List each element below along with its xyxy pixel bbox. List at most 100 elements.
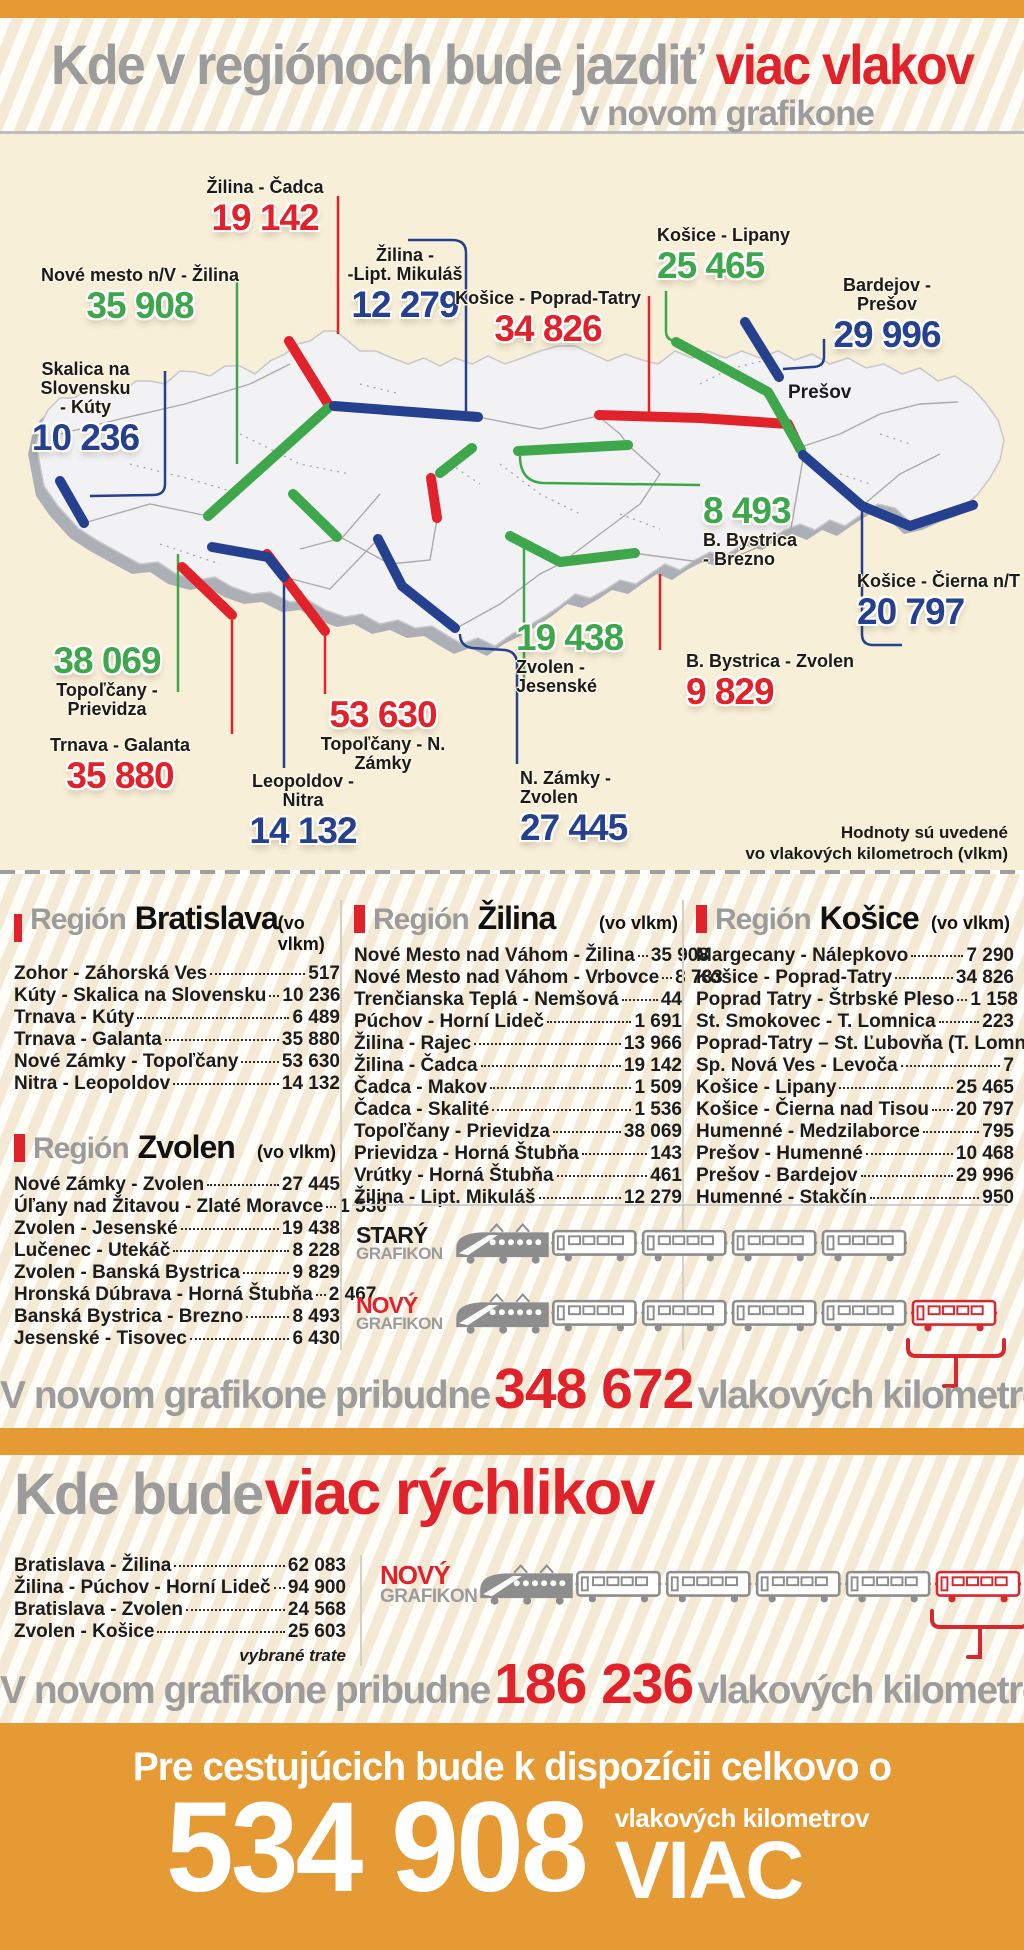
red-bar-icon [696, 904, 707, 933]
route-row: Prešov - Bardejov 29 996 [696, 1165, 1014, 1186]
route-row: Nitra - Leopoldov 14 132 [14, 1073, 340, 1094]
dotted-leader [581, 1153, 648, 1155]
dotted-leader [870, 1197, 980, 1199]
column-bratislava-zvolen: Región Bratislava (vo vlkm) Zohor - Záhors… [14, 900, 387, 1350]
route-row: Sp. Nová Ves - Levoča 7 [696, 1055, 1014, 1076]
map-label-leopoldov-nitra: Leopoldov - Nitra 14 132 [249, 771, 357, 851]
route-row: Žilina - Rajec 13 966 [354, 1033, 682, 1054]
dotted-leader [637, 955, 648, 957]
route-row: Lučenec - Utekáč 8 228 [14, 1240, 340, 1261]
horizontal-rule [352, 1204, 1008, 1206]
dotted-leader [938, 1021, 980, 1023]
route-row: St. Smokovec - T. Lomnica 223 [696, 1011, 1014, 1032]
summary-added-vlkm-express: V novom grafikone pribudne 186 236 vlako… [0, 1652, 1024, 1716]
green-routes [203, 337, 806, 567]
header: Kde v regiónoch bude jazdiť viac vlakov … [0, 18, 1024, 134]
dotted-leader [189, 1338, 290, 1340]
added-wagon-bracket [906, 1338, 1006, 1388]
route-row: Zvolen - Jesenské 19 438 [14, 1218, 340, 1239]
dotted-leader [157, 1631, 285, 1633]
column-zilina: Región Žilina (vo vlkm) Nové Mesto nad Váh… [340, 900, 723, 1350]
dotted-leader [957, 999, 968, 1001]
slovakia-route-map: Žilina - Čadca 19 142 Nové mesto n/V - Ži… [0, 134, 1024, 870]
route-row: Vrútky - Horná Štubňa 461 [354, 1165, 682, 1186]
dotted-leader [860, 1175, 953, 1177]
map-label-kosice-lipany: Košice - Lipany 25 465 [657, 225, 791, 286]
selected-routes-note: vybrané trate [239, 1646, 346, 1665]
dotted-leader [900, 1065, 1001, 1067]
dotted-leader [547, 1021, 632, 1023]
route-row: Košice - Čierna nad Tisou 20 797 [696, 1099, 1014, 1120]
dotted-leader [326, 1206, 337, 1208]
dotted-leader [173, 1250, 290, 1252]
route-row: Bratislava - Žilina 62 083 [14, 1555, 346, 1576]
dotted-leader [173, 1083, 279, 1085]
route-list-zilina: Nové Mesto nad Váhom - Žilina 35 908 Nové … [354, 945, 723, 1209]
map-label-kosice-cierna: Košice - Čierna n/T 20 797 [857, 571, 1021, 632]
regions-section: Región Bratislava (vo vlkm) Zohor - Záhors… [0, 874, 1024, 1428]
route-row: Humenné - Medzilaborce 795 [696, 1121, 1014, 1142]
dotted-leader [164, 1039, 279, 1041]
dotted-leader [241, 1061, 279, 1063]
region-header-bratislava: Región Bratislava (vo vlkm) [14, 900, 340, 955]
dotted-leader [839, 1087, 953, 1089]
rail-network-secondary [129, 358, 911, 565]
dotted-leader [895, 977, 953, 979]
dotted-leader [273, 1587, 285, 1589]
dotted-leader [490, 1087, 632, 1089]
route-row: Košice - Lipany 25 465 [696, 1077, 1014, 1098]
red-bar-icon [14, 913, 23, 942]
dotted-leader [556, 1175, 648, 1177]
route-row: Kúty - Skalica na Slovensku 10 236 [14, 985, 341, 1006]
blue-routes [55, 317, 978, 633]
summary-added-vlkm: V novom grafikone pribudne 348 672 vlako… [0, 1357, 1024, 1421]
route-row: Trnava - Galanta 35 880 [14, 1029, 340, 1050]
map-canvas [28, 196, 1005, 768]
route-row: Bratislava - Zvolen 24 568 [14, 1599, 346, 1620]
dashed-divider [0, 870, 1024, 874]
route-row: Nové Mesto nad Váhom - Žilina 35 908 [354, 945, 709, 966]
train-illustration-old [455, 1223, 909, 1265]
train-illustration-new-express [479, 1564, 1023, 1606]
old-timetable-train: STARÝ GRAFIKON [356, 1222, 910, 1265]
route-list-zvolen: Nové Zámky - Zvolen 27 445 Úľany nad Žitav… [14, 1174, 387, 1350]
new-timetable-train: NOVÝ GRAFIKON [356, 1292, 1000, 1335]
dotted-leader [137, 1017, 290, 1019]
map-label-topolcany-prievidza: 38 069 Topoľčany - Prievidza [53, 640, 161, 719]
route-row: Poprad Tatry - Štrbské Pleso 1 158 [696, 989, 1018, 1010]
route-row: Topoľčany - Prievidza 38 069 [354, 1121, 682, 1142]
total-value: 534 908 [165, 1776, 588, 1919]
dotted-leader [180, 1228, 279, 1230]
boosted-routes [55, 317, 978, 636]
route-row: Zvolen - Košice 25 603 [14, 1621, 346, 1642]
map-units-note: Hodnoty sú uvedené vo vlakových kilometr… [745, 823, 1008, 864]
city-label-presov: Prešov [788, 382, 852, 403]
route-row: Nové Mesto nad Váhom - Vrbovce 8 783 [354, 967, 723, 988]
map-label-kosice-poprad: Košice - Poprad-Tatry 34 826 [455, 288, 641, 349]
route-row: Čadca - Skalité 1 536 [354, 1099, 682, 1120]
dotted-leader [662, 977, 673, 979]
route-row: Banská Bystrica - Brezno 8 493 [14, 1306, 340, 1327]
dotted-leader [210, 973, 306, 975]
route-row: Nové Zámky - Zvolen 27 445 [14, 1174, 340, 1195]
column-kosice: Región Košice (vo vlkm) Margecany - Nálepk… [682, 900, 1024, 1350]
express-route-list: Bratislava - Žilina 62 083 Žilina - Púchov… [14, 1555, 362, 1666]
dotted-leader [922, 1131, 980, 1133]
map-label-zilina-cadca: Žilina - Čadca 19 142 [206, 177, 324, 238]
route-row: Jesenské - Tisovec 6 430 [14, 1328, 340, 1349]
red-bar-icon [14, 1133, 25, 1162]
dotted-leader [865, 1153, 953, 1155]
dotted-leader [207, 1184, 279, 1186]
route-row: Púchov - Horní Lideč 1 691 [354, 1011, 682, 1032]
dotted-leader [246, 1316, 290, 1318]
section-title-rychliky: Kde bude viac rýchlikov [14, 1458, 655, 1528]
total-unit: vlakových kilometrov [614, 1802, 870, 1833]
route-list-bratislava: Zohor - Záhorská Ves 517 Kúty - Skalica na… [14, 963, 341, 1095]
route-row: Nové Zámky - Topoľčany 53 630 [14, 1051, 340, 1072]
page-title: Kde v regiónoch bude jazdiť viac vlakov [51, 33, 975, 96]
train-illustration-new [455, 1293, 999, 1335]
route-row: Žilina - Púchov - Horní Lideč 94 900 [14, 1577, 346, 1598]
dotted-leader [552, 1131, 621, 1133]
dotted-leader [174, 1565, 285, 1567]
region-header-zilina: Región Žilina (vo vlkm) [354, 900, 682, 937]
